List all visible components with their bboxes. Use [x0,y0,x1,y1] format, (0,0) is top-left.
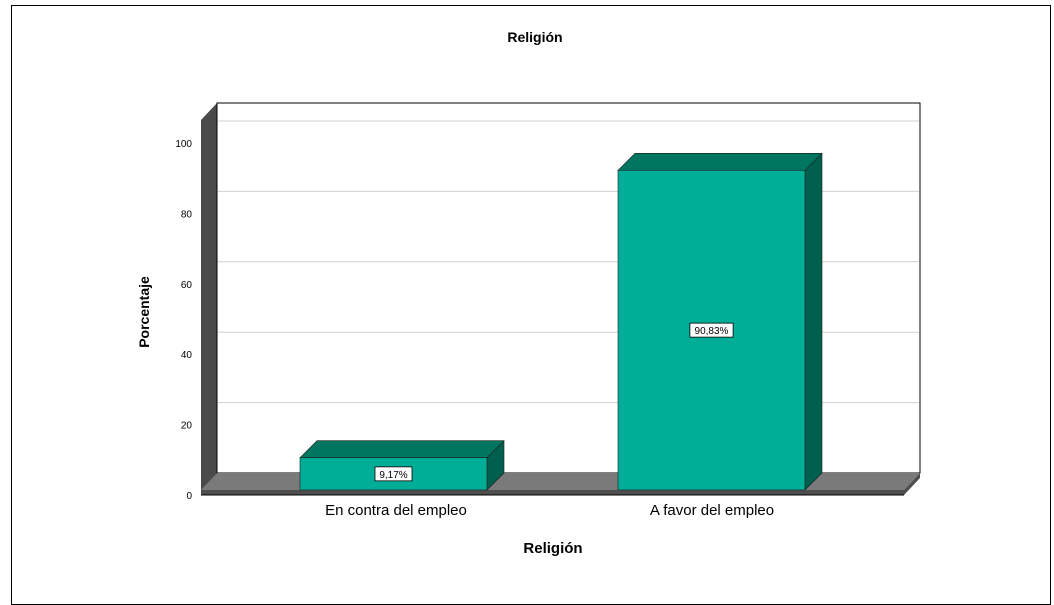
plot-area: 0 20 40 60 80 100 9,17% En contra del empleo 90,… [175,103,920,519]
x-tick-label-0: En contra del empleo [325,502,467,519]
y-tick-label-20: 20 [181,421,193,432]
data-label-0: 9,17% [379,470,407,481]
y-tick-label-80: 80 [181,209,193,220]
bar-side-1 [805,153,822,490]
bar-top-0 [300,441,504,458]
y-tick-label-40: 40 [181,350,193,361]
chart-title: Religión [507,29,562,45]
y-tick-label-100: 100 [175,139,192,150]
y-axis-label: Porcentaje [136,276,152,348]
bar-top-1 [618,153,822,170]
side-wall [201,103,217,495]
x-tick-label-1: A favor del empleo [650,502,774,519]
y-tick-label-0: 0 [186,491,192,502]
y-tick-label-60: 60 [181,280,193,291]
x-axis-label: Religión [523,540,582,557]
data-label-1: 90,83% [695,326,729,337]
